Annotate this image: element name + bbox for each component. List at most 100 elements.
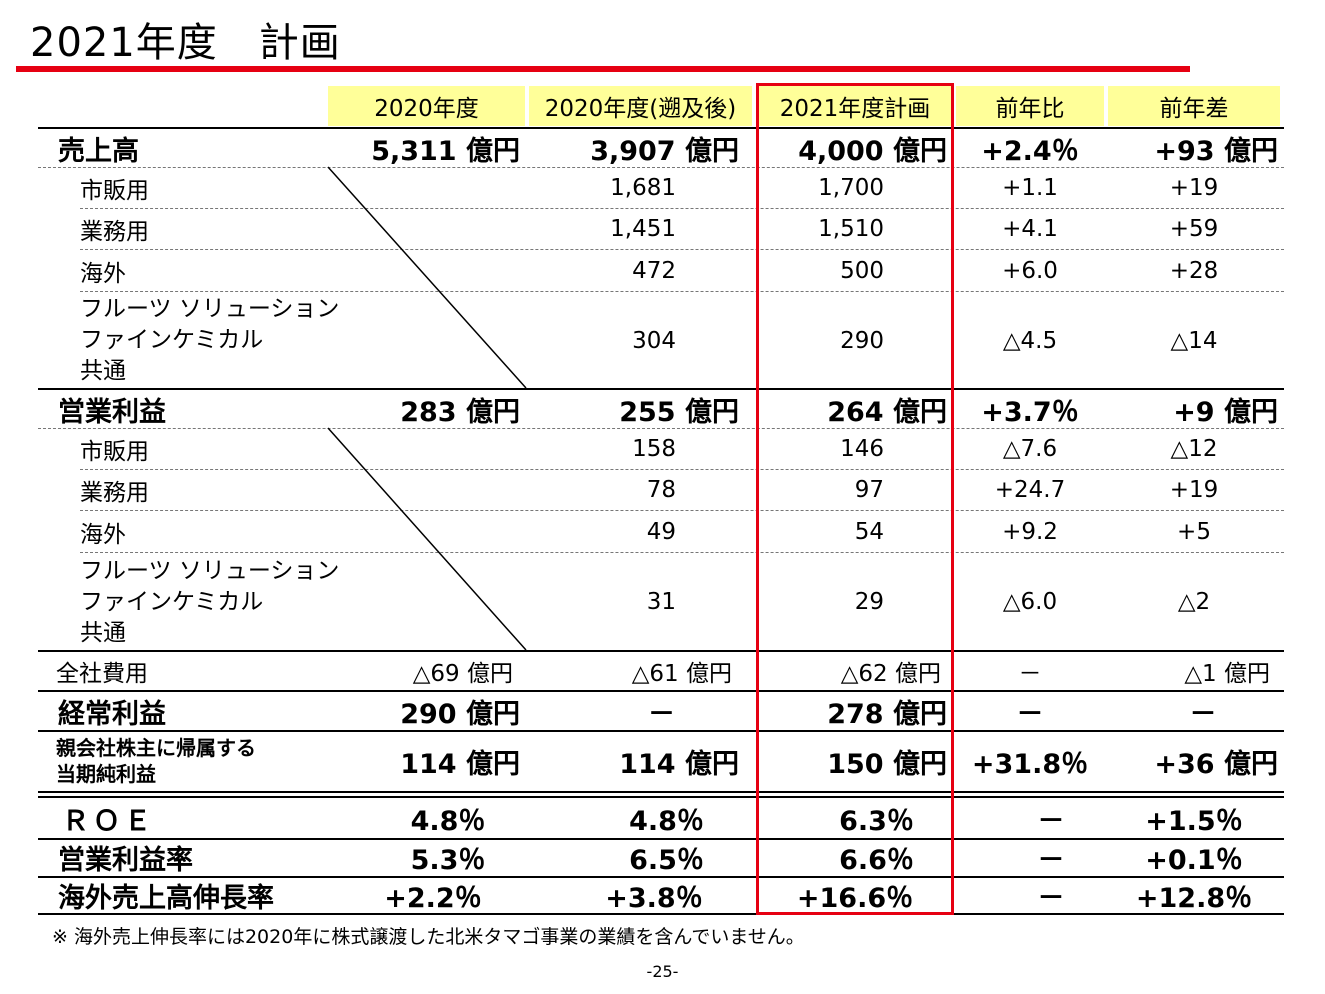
cell-sales-business-2020r: 1,451 <box>610 216 676 242</box>
cell-sales-retail-diff: +19 <box>1169 175 1219 201</box>
cell-sales-overseas-diff: +28 <box>1169 257 1219 284</box>
cell-roe-2021: 6.3％ <box>839 805 914 837</box>
cell-op-overseas-ratio: +9.2 <box>1002 518 1058 545</box>
cell-op-diff: +9 億円 <box>1173 396 1278 428</box>
row-label-sales-overseas: 海外 <box>80 260 126 287</box>
cell-net-diff: +36 億円 <box>1154 748 1278 780</box>
rule-double-bottom <box>38 796 1284 798</box>
header-yoy-diff: 前年差 <box>1108 86 1280 126</box>
cell-sales-ratio: +2.4％ <box>981 135 1079 167</box>
cell-ordinary-2021: 278 億円 <box>827 698 947 730</box>
cell-op-other-2021: 29 <box>854 589 884 615</box>
footnote: ※ 海外売上伸長率には2020年に株式譲渡した北米タマゴ事業の業績を含んでいませ… <box>52 926 805 948</box>
cell-net-ratio: +31.8％ <box>971 748 1089 780</box>
rule-double-top <box>38 791 1284 793</box>
cell-op-2021: 264 億円 <box>827 396 947 428</box>
cell-op-margin-2020: 5.3％ <box>410 845 486 876</box>
cell-op-business-2021: 97 <box>854 477 884 503</box>
cell-sales-diff: +93 億円 <box>1154 135 1278 167</box>
cell-net-2020r: 114 億円 <box>619 748 739 780</box>
header-2021-plan: 2021年度計画 <box>759 86 951 126</box>
rule-dash <box>80 291 1284 292</box>
row-label-op-margin: 営業利益率 <box>58 845 193 876</box>
page-number: -25- <box>646 962 679 981</box>
row-label-sales-business: 業務用 <box>80 219 149 245</box>
cell-sales-retail-2021: 1,700 <box>818 175 884 201</box>
cell-net-2020: 114 億円 <box>400 748 520 780</box>
row-label-op-overseas: 海外 <box>80 521 126 548</box>
cell-op-other-diff: △2 <box>1177 589 1211 615</box>
cell-sales-retail-ratio: +1.1 <box>1002 175 1058 201</box>
label-line: 親会社株主に帰属する <box>56 736 256 760</box>
header-2020-restated: 2020年度(遡及後) <box>529 86 752 126</box>
cell-sales-overseas-ratio: +6.0 <box>1002 257 1058 284</box>
cell-sales-business-diff: +59 <box>1169 216 1219 242</box>
cell-op-retail-2021: 146 <box>840 436 884 462</box>
cell-sales-retail-2020r: 1,681 <box>610 175 676 201</box>
rule-solid <box>38 730 1284 732</box>
cell-corporate-2020: △69 億円 <box>412 661 513 687</box>
row-label-net-income: 親会社株主に帰属する 当期純利益 <box>56 731 326 791</box>
cell-op-other-ratio: △6.0 <box>1002 589 1058 615</box>
cell-roe-ratio: － <box>1037 805 1065 837</box>
label-line: 共通 <box>80 358 126 384</box>
cell-ordinary-2020r: － <box>648 698 675 730</box>
cell-corporate-diff: △1 億円 <box>1184 661 1270 687</box>
cell-op-other-2020r: 31 <box>646 589 676 615</box>
header-yoy-ratio: 前年比 <box>956 86 1104 126</box>
rule-header-bottom <box>38 127 1284 129</box>
row-label-op-retail: 市販用 <box>80 439 149 465</box>
cell-sales-business-2021: 1,510 <box>818 216 884 242</box>
cell-op-overseas-2021: 54 <box>854 518 884 545</box>
cell-sales-overseas-2020r: 472 <box>632 257 676 284</box>
rule-dash <box>80 469 1284 470</box>
cell-net-2021: 150 億円 <box>827 748 947 780</box>
cell-overseas-growth-2021: +16.6％ <box>796 882 914 914</box>
rule-dash <box>80 249 1284 250</box>
cell-corporate-2021: △62 億円 <box>840 661 941 687</box>
label-line: ファインケミカル <box>80 327 264 353</box>
label-line: フルーツ ソリューション <box>80 296 340 322</box>
rule-solid <box>38 838 1284 840</box>
row-label-roe: ＲＯＥ <box>62 805 155 837</box>
rule-solid <box>38 876 1284 878</box>
row-label-corporate: 全社費用 <box>56 661 148 687</box>
rule-dash <box>80 510 1284 511</box>
rule-solid <box>38 690 1284 692</box>
row-label-sales-retail: 市販用 <box>80 178 149 204</box>
cell-op-retail-ratio: △7.6 <box>1002 436 1058 462</box>
cell-sales-business-ratio: +4.1 <box>1002 216 1058 242</box>
cell-op-retail-diff: △12 <box>1170 436 1218 462</box>
cell-overseas-growth-2020r: +3.8％ <box>605 882 703 914</box>
cell-ordinary-ratio: － <box>1016 698 1044 730</box>
cell-ordinary-diff: － <box>1189 698 1217 730</box>
cell-roe-2020r: 4.8％ <box>629 805 704 837</box>
cell-op-business-2020r: 78 <box>646 477 676 503</box>
cell-sales-other-2021: 290 <box>840 327 884 354</box>
cell-sales-2021: 4,000 億円 <box>798 135 947 167</box>
label-line: ファインケミカル <box>80 588 264 615</box>
rule-solid <box>38 388 1284 390</box>
rule-dash <box>38 428 1284 429</box>
header-2020: 2020年度 <box>328 86 525 126</box>
cell-op-2020: 283 億円 <box>400 396 520 428</box>
rule-dash <box>80 208 1284 209</box>
cell-op-business-ratio: +24.7 <box>994 477 1066 503</box>
rule-table-bottom <box>38 913 1284 915</box>
cell-op-business-diff: +19 <box>1169 477 1219 503</box>
cell-op-margin-2021: 6.6％ <box>839 845 914 876</box>
cell-op-margin-2020r: 6.5％ <box>629 845 704 876</box>
cell-op-ratio: +3.7％ <box>981 396 1079 428</box>
cell-sales-overseas-2021: 500 <box>840 257 884 284</box>
cell-sales-2020r: 3,907 億円 <box>590 135 739 167</box>
row-label-sales-other: フルーツ ソリューション ファインケミカル 共通 <box>80 293 339 388</box>
label-line: フルーツ ソリューション <box>80 557 340 584</box>
cell-op-margin-diff: +0.1％ <box>1145 845 1243 876</box>
cell-overseas-growth-2020: +2.2％ <box>384 882 482 914</box>
cell-op-overseas-2020r: 49 <box>646 518 676 545</box>
title-underline <box>16 66 1190 72</box>
cell-overseas-growth-diff: +12.8％ <box>1135 882 1253 914</box>
cell-sales-other-diff: △14 <box>1170 327 1218 354</box>
